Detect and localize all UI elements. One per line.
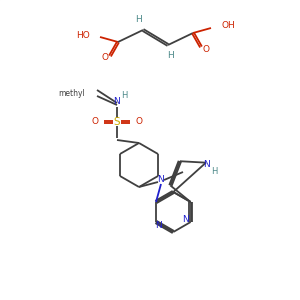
Text: S: S: [114, 117, 120, 127]
Text: O: O: [101, 53, 109, 62]
Text: N: N: [158, 175, 164, 184]
Text: H: H: [211, 167, 217, 176]
Text: N: N: [182, 215, 189, 224]
Text: HO: HO: [76, 31, 90, 40]
Text: H: H: [135, 14, 141, 23]
Text: methyl: methyl: [58, 88, 85, 98]
Text: H: H: [121, 92, 127, 100]
Text: O: O: [92, 118, 98, 127]
Text: O: O: [202, 44, 209, 53]
Text: N: N: [203, 160, 210, 169]
Text: H: H: [168, 52, 174, 61]
Text: OH: OH: [221, 22, 235, 31]
Text: O: O: [136, 118, 142, 127]
Text: N: N: [154, 221, 161, 230]
Text: N: N: [114, 97, 120, 106]
